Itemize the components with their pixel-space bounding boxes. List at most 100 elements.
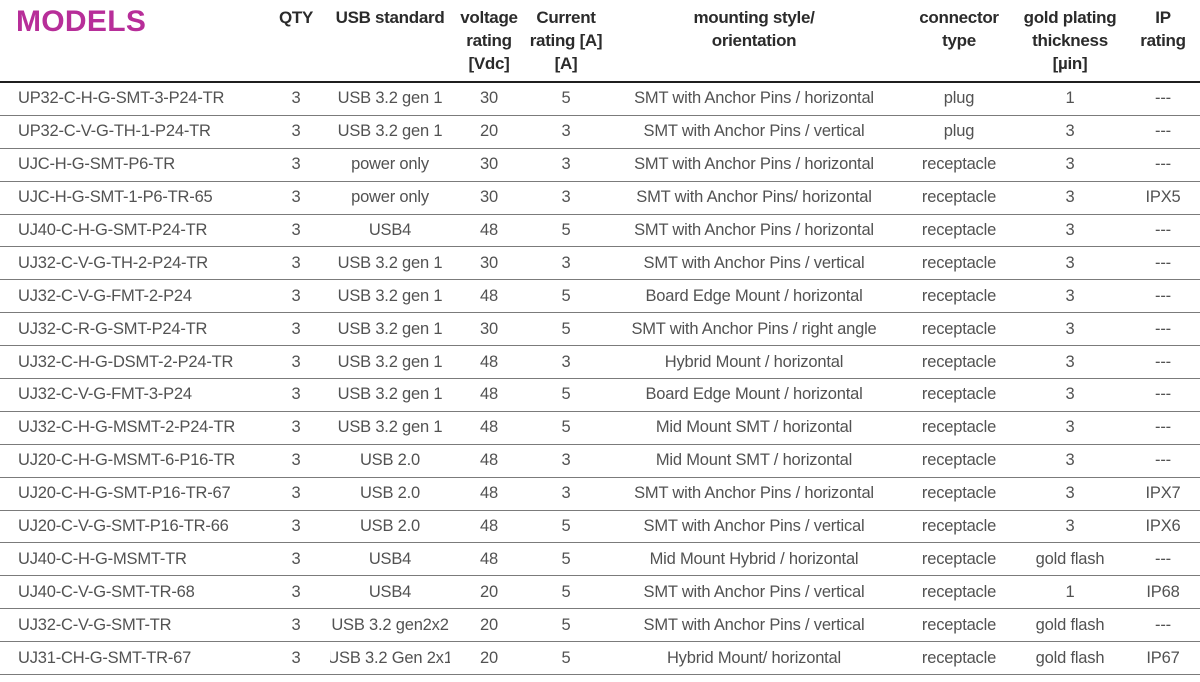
cell-ip-rating: --- — [1155, 155, 1171, 174]
cell-connector-type: receptacle — [921, 451, 997, 470]
column-header-line: Current — [536, 8, 596, 27]
cell-current-rating: 5 — [561, 418, 571, 437]
cell-qty: 3 — [291, 352, 301, 371]
cell-voltage-rating: 48 — [480, 221, 498, 239]
cell-ip-rating: --- — [1155, 286, 1171, 305]
cell-gold-plating: 3 — [1065, 451, 1075, 470]
cell-gold-plating: 3 — [1065, 155, 1075, 174]
table-row: UP32-C-V-G-TH-1-P24-TR 3 USB 3.2 gen 1 20 3 S… — [0, 116, 1200, 149]
page-title-cell: MODELS — [0, 0, 262, 81]
cell-models: UJ32-C-V-G-FMT-2-P24 — [18, 286, 192, 305]
column-header-line: mounting style/ — [693, 8, 815, 27]
cell-ip-rating: --- — [1155, 319, 1171, 338]
table-header-row: MODELS QTY USB standard voltage rating [Vdc] C… — [0, 0, 1200, 83]
cell-ip-rating: --- — [1155, 451, 1171, 470]
cell-models: UJ32-C-V-G-SMT-TR — [18, 615, 172, 634]
cell-ip-rating: --- — [1155, 122, 1171, 141]
cell-gold-plating: 1 — [1065, 582, 1075, 601]
cell-gold-plating: 3 — [1065, 221, 1075, 239]
cell-voltage-rating: 20 — [480, 615, 498, 634]
cell-ip-rating: --- — [1155, 352, 1171, 371]
cell-mounting-style: SMT with Anchor Pins / horizontal — [634, 89, 874, 108]
cell-connector-type: receptacle — [921, 188, 997, 207]
cell-usb-standard: USB 3.2 gen2x2 — [331, 615, 449, 634]
cell-models: UP32-C-H-G-SMT-3-P24-TR — [18, 89, 225, 108]
cell-qty: 3 — [291, 122, 301, 141]
table-row: UJ40-C-H-G-MSMT-TR 3 USB4 48 5 Mid Mount Hybr… — [0, 543, 1200, 577]
cell-qty: 3 — [291, 582, 301, 601]
table-row: UJ32-C-V-G-SMT-TR 3 USB 3.2 gen2x2 20 5 SMT w… — [0, 609, 1200, 643]
cell-models: UJ32-C-H-G-DSMT-2-P24-TR — [18, 352, 234, 371]
cell-voltage-rating: 48 — [480, 517, 498, 536]
cell-models: UJ32-C-V-G-TH-2-P24-TR — [18, 253, 208, 272]
cell-models: UJC-H-G-SMT-1-P6-TR-65 — [18, 188, 213, 207]
cell-voltage-rating: 20 — [480, 122, 498, 141]
cell-models: UJ32-C-R-G-SMT-P24-TR — [18, 319, 208, 338]
cell-gold-plating: 3 — [1065, 122, 1075, 141]
cell-current-rating: 3 — [561, 155, 571, 174]
cell-mounting-style: Hybrid Mount/ horizontal — [666, 648, 842, 667]
cell-connector-type: receptacle — [921, 582, 997, 601]
column-header-voltage-rating: voltage rating [Vdc] — [450, 0, 528, 81]
cell-usb-standard: USB 3.2 gen 1 — [337, 319, 443, 338]
cell-ip-rating: --- — [1155, 549, 1171, 568]
table-row: UJ20-C-H-G-MSMT-6-P16-TR 3 USB 2.0 48 3 Mid M… — [0, 445, 1200, 478]
cell-usb-standard: USB 3.2 gen 1 — [337, 89, 443, 108]
cell-models: UP32-C-V-G-TH-1-P24-TR — [18, 122, 211, 141]
cell-ip-rating: IPX6 — [1145, 517, 1181, 536]
cell-usb-standard: USB 3.2 gen 1 — [337, 122, 443, 141]
cell-qty: 3 — [291, 385, 301, 404]
cell-models: UJ40-C-H-G-SMT-P24-TR — [18, 221, 208, 239]
cell-voltage-rating: 30 — [480, 155, 498, 174]
cell-models: UJ20-C-V-G-SMT-P16-TR-66 — [18, 517, 229, 536]
cell-qty: 3 — [291, 221, 301, 239]
cell-models: UJ40-C-V-G-SMT-TR-68 — [18, 582, 195, 601]
column-header-connector-type: connector type — [904, 0, 1014, 81]
table-row: UP32-C-H-G-SMT-3-P24-TR 3 USB 3.2 gen 1 30 5… — [0, 83, 1200, 116]
cell-usb-standard: USB4 — [368, 582, 412, 601]
cell-usb-standard: USB 2.0 — [359, 451, 421, 470]
cell-usb-standard: USB 3.2 Gen 2x1 — [330, 648, 450, 667]
cell-models: UJ31-CH-G-SMT-TR-67 — [18, 648, 192, 667]
cell-models: UJ20-C-H-G-MSMT-6-P16-TR — [18, 451, 236, 470]
cell-usb-standard: USB 3.2 gen 1 — [337, 253, 443, 272]
cell-ip-rating: IP67 — [1146, 648, 1180, 667]
cell-current-rating: 5 — [561, 582, 571, 601]
cell-mounting-style: Board Edge Mount / horizontal — [645, 385, 863, 404]
cell-qty: 3 — [291, 484, 301, 503]
cell-usb-standard: USB 3.2 gen 1 — [337, 418, 443, 437]
cell-ip-rating: --- — [1155, 615, 1171, 634]
cell-connector-type: receptacle — [921, 352, 997, 371]
cell-qty: 3 — [291, 615, 301, 634]
cell-mounting-style: SMT with Anchor Pins / vertical — [643, 253, 865, 272]
cell-current-rating: 3 — [561, 122, 571, 141]
column-header-gold-plating: gold plating thickness [µin] — [1014, 0, 1126, 81]
cell-voltage-rating: 48 — [480, 451, 498, 470]
cell-current-rating: 3 — [561, 451, 571, 470]
table-row: UJ20-C-H-G-SMT-P16-TR-67 3 USB 2.0 48 3 SMT w… — [0, 478, 1200, 511]
cell-qty: 3 — [291, 89, 301, 108]
cell-qty: 3 — [291, 319, 301, 338]
cell-connector-type: plug — [943, 89, 975, 108]
column-header-line: [A] — [554, 54, 578, 73]
column-header-line: rating [A] — [529, 31, 603, 50]
cell-models: UJ32-C-H-G-MSMT-2-P24-TR — [18, 418, 236, 437]
cell-gold-plating: gold flash — [1035, 615, 1105, 634]
cell-qty: 3 — [291, 549, 301, 568]
cell-current-rating: 3 — [561, 188, 571, 207]
table-row: UJ40-C-V-G-SMT-TR-68 3 USB4 20 5 SMT with Anc… — [0, 576, 1200, 610]
column-header-line: connector — [919, 8, 999, 27]
cell-usb-standard: USB4 — [368, 549, 412, 568]
cell-mounting-style: Mid Mount SMT / horizontal — [655, 418, 853, 437]
cell-gold-plating: 3 — [1065, 188, 1075, 207]
cell-current-rating: 5 — [561, 286, 571, 305]
column-header-line: orientation — [711, 31, 797, 50]
cell-voltage-rating: 48 — [480, 484, 498, 503]
cell-connector-type: receptacle — [921, 385, 997, 404]
cell-mounting-style: SMT with Anchor Pins / horizontal — [634, 221, 874, 239]
table-row: UJC-H-G-SMT-1-P6-TR-65 3 power only 30 3 SMT … — [0, 182, 1200, 215]
column-header-line: rating — [466, 31, 512, 50]
cell-connector-type: receptacle — [921, 549, 997, 568]
cell-connector-type: receptacle — [921, 319, 997, 338]
